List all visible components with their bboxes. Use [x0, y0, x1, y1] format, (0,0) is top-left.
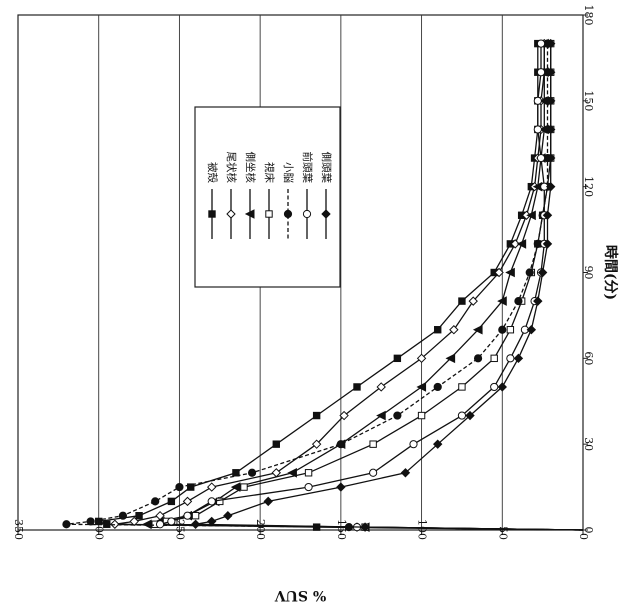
- data-point: [394, 355, 400, 361]
- data-point: [63, 521, 70, 528]
- data-point: [152, 498, 159, 505]
- data-point: [507, 355, 514, 362]
- data-point: [534, 126, 541, 133]
- data-point: [119, 512, 126, 519]
- data-point: [434, 383, 441, 390]
- y-tick-label: 0: [577, 533, 590, 540]
- y-tick-label: 100: [416, 519, 429, 540]
- x-tick-label: 120: [582, 176, 595, 197]
- x-tick-label: 60: [582, 351, 595, 365]
- data-point: [491, 383, 498, 390]
- data-point: [208, 483, 216, 491]
- x-tick-label: 180: [582, 5, 595, 26]
- data-point: [459, 384, 465, 390]
- y-axis-label: % SUV: [274, 587, 326, 603]
- data-point: [208, 498, 215, 505]
- data-point: [184, 497, 192, 505]
- data-point: [527, 326, 535, 334]
- data-point: [537, 40, 544, 47]
- data-point: [87, 518, 94, 525]
- legend-entry: 視床: [263, 162, 276, 183]
- legend-marker: [209, 211, 215, 217]
- data-point: [184, 512, 191, 519]
- data-point: [370, 441, 376, 447]
- data-point: [410, 441, 417, 448]
- legend-entry: 小脳: [282, 162, 294, 183]
- data-point: [474, 355, 481, 362]
- data-point: [537, 69, 544, 76]
- legend-box: [195, 107, 340, 287]
- legend-marker: [303, 210, 310, 217]
- data-point: [168, 498, 174, 504]
- data-point: [514, 354, 522, 362]
- legend: 被殻尾状核側坐核視床小脳前頭葉側頭葉: [195, 107, 340, 287]
- data-point: [96, 518, 102, 524]
- data-point: [337, 441, 344, 448]
- legend-entry: 被殻: [206, 162, 219, 183]
- legend-entry: 側坐核: [244, 152, 257, 184]
- data-point: [168, 518, 175, 525]
- data-point: [370, 469, 377, 476]
- data-point: [192, 520, 200, 528]
- legend-entry: 前頭葉: [301, 152, 314, 184]
- data-point: [515, 298, 522, 305]
- data-point: [499, 326, 506, 333]
- y-tick-label: 50: [496, 526, 509, 540]
- data-point: [506, 269, 514, 277]
- data-point: [264, 497, 272, 505]
- data-point: [156, 521, 163, 528]
- data-point: [313, 412, 319, 418]
- data-point: [305, 483, 312, 490]
- data-point: [273, 441, 279, 447]
- legend-entry: 側頭葉: [320, 152, 333, 184]
- data-point: [526, 269, 533, 276]
- data-point: [435, 327, 441, 333]
- x-axis-label: 時間(分): [602, 245, 619, 300]
- data-point: [217, 498, 223, 504]
- x-tick-label: 90: [582, 266, 595, 280]
- data-point: [418, 412, 424, 418]
- x-tick-label: 30: [582, 437, 595, 451]
- legend-marker: [266, 211, 272, 217]
- legend-marker: [284, 210, 291, 217]
- data-point: [224, 512, 232, 520]
- data-point: [337, 483, 345, 491]
- data-point: [192, 512, 198, 518]
- data-point: [354, 384, 360, 390]
- y-tick-label: 350: [12, 519, 25, 540]
- data-point: [507, 327, 513, 333]
- data-point: [305, 470, 311, 476]
- data-point: [491, 355, 497, 361]
- data-point: [458, 412, 465, 419]
- data-point: [394, 412, 401, 419]
- data-point: [136, 512, 142, 518]
- data-point: [518, 240, 526, 248]
- x-tick-label: 150: [582, 90, 595, 111]
- legend-entry: 尾状核: [225, 152, 238, 184]
- series-line-2: [115, 44, 583, 530]
- data-point: [176, 483, 183, 490]
- data-point: [534, 97, 541, 104]
- y-tick-label: 200: [254, 519, 267, 540]
- data-point: [143, 520, 151, 528]
- data-point: [248, 469, 255, 476]
- data-point: [537, 154, 544, 161]
- x-tick-label: 0: [582, 527, 595, 534]
- data-point: [241, 484, 247, 490]
- data-point: [459, 298, 465, 304]
